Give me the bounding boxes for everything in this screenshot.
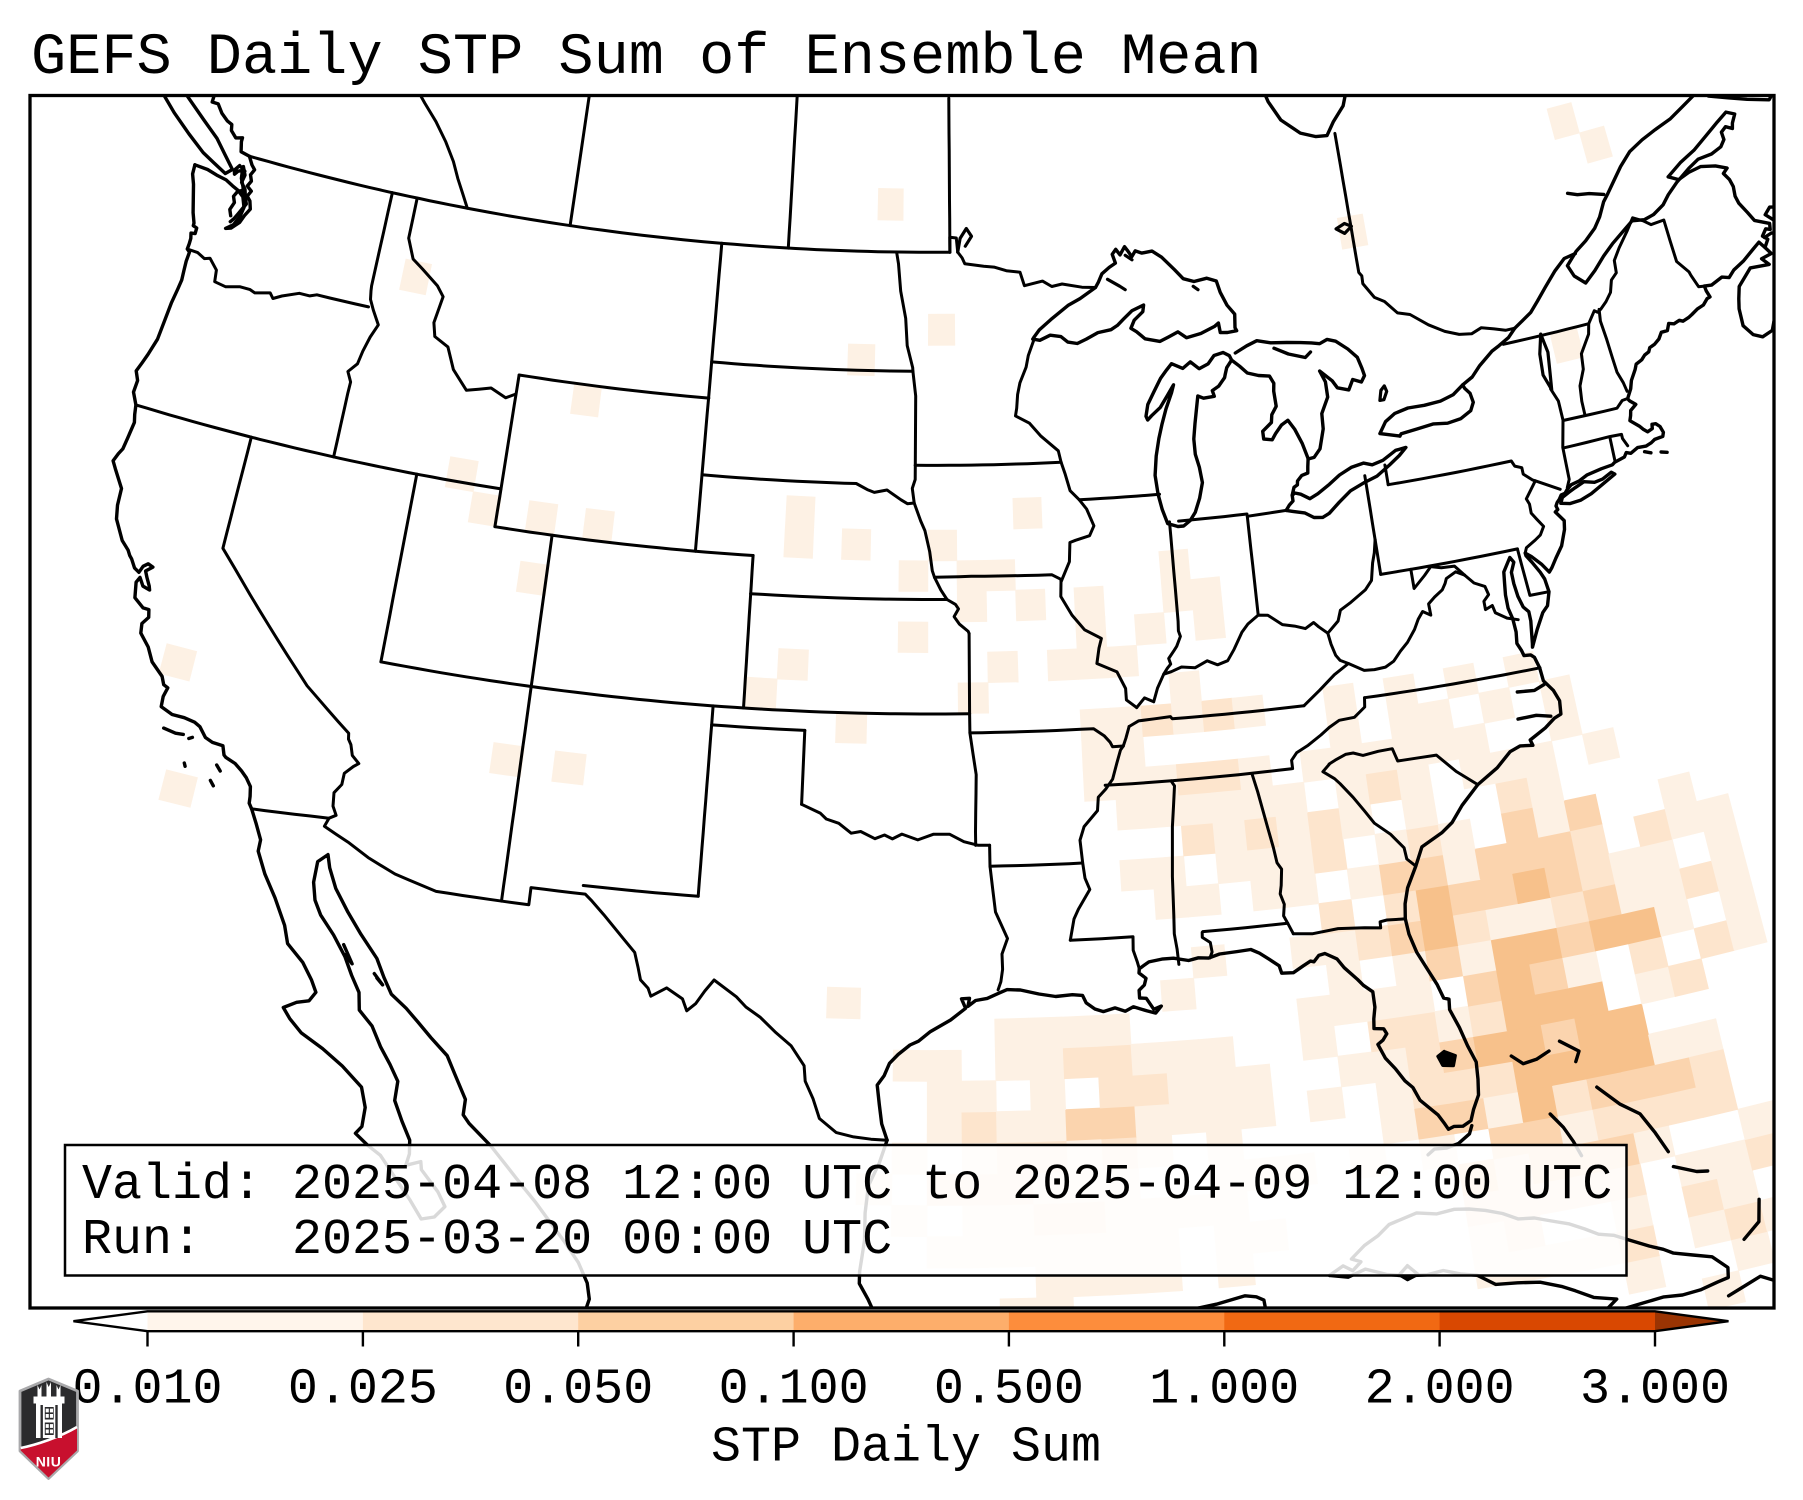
svg-text:GEFS Daily STP Sum of Ensemble: GEFS Daily STP Sum of Ensemble Mean [31, 24, 1262, 91]
svg-text:0.010: 0.010 [72, 1362, 222, 1419]
svg-text:0.050: 0.050 [503, 1362, 653, 1419]
svg-text:1.000: 1.000 [1149, 1362, 1299, 1419]
svg-text:STP Daily Sum: STP Daily Sum [711, 1420, 1101, 1477]
svg-text:NIU: NIU [36, 1454, 62, 1470]
svg-text:Valid: 2025-04-08 12:00 UTC to: Valid: 2025-04-08 12:00 UTC to 2025-04-0… [82, 1157, 1612, 1214]
svg-text:0.500: 0.500 [934, 1362, 1084, 1419]
svg-text:3.000: 3.000 [1580, 1362, 1730, 1419]
svg-text:0.100: 0.100 [719, 1362, 869, 1419]
svg-text:2.000: 2.000 [1365, 1362, 1515, 1419]
svg-text:0.025: 0.025 [288, 1362, 438, 1419]
svg-text:Run: 2025-03-20 00:00 UTC: Run: 2025-03-20 00:00 UTC [82, 1212, 892, 1269]
